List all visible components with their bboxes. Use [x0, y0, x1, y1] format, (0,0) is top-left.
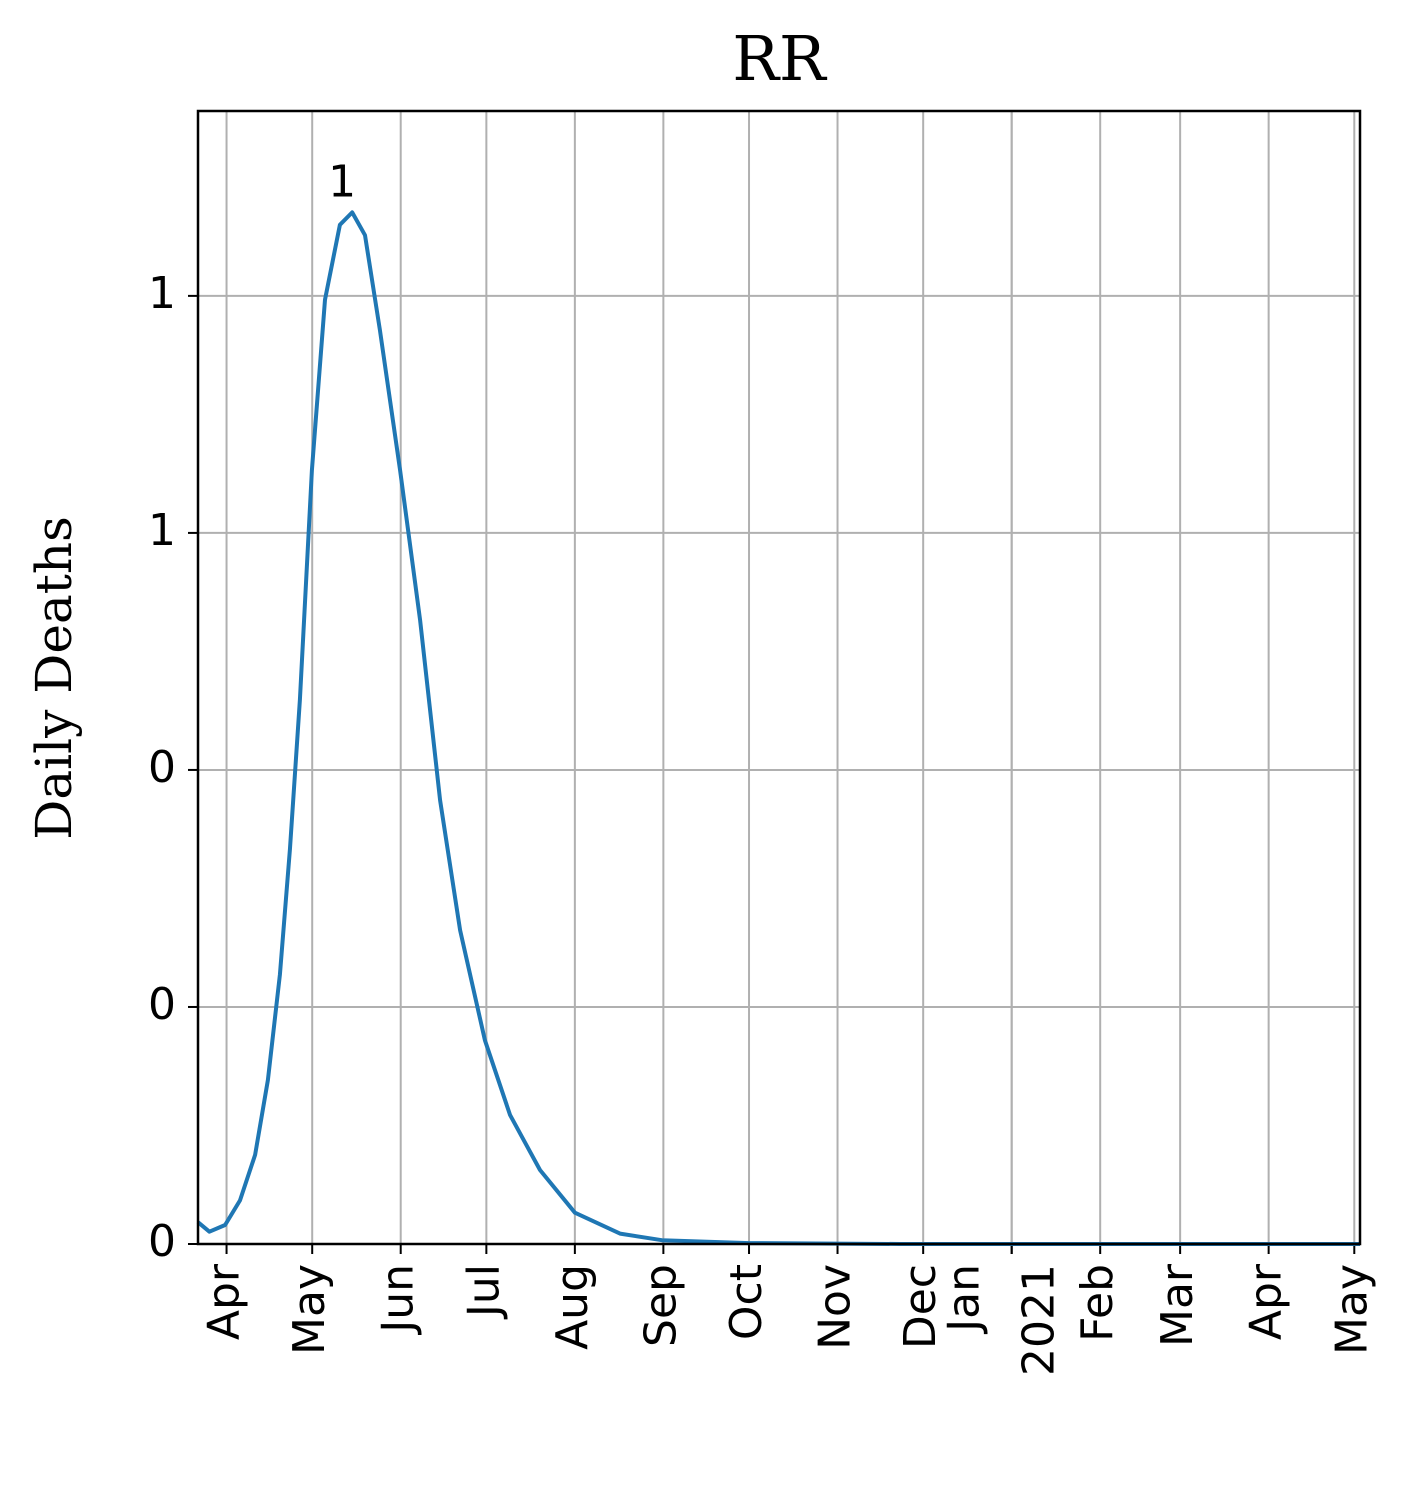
y-tick-label: 0: [148, 742, 176, 793]
x-tick-label: Dec: [895, 1264, 946, 1349]
x-tick-label: Feb: [1072, 1264, 1123, 1342]
x-tick-label: May: [284, 1264, 335, 1355]
x-tick-label: Aug: [547, 1264, 598, 1350]
x-tick-label: Apr: [199, 1263, 250, 1340]
x-tick-label: Jul: [458, 1264, 509, 1320]
y-tick-label: 1: [148, 268, 176, 319]
x-tick-label: Mar: [1152, 1263, 1203, 1347]
data-line: [196, 210, 1360, 1246]
x-tick-label: Sep: [635, 1264, 686, 1347]
peak-label: 1: [328, 156, 356, 207]
plot-frame: [196, 109, 1362, 1246]
x-tick-label: 2021: [1014, 1264, 1065, 1376]
x-tick-label: Oct: [721, 1264, 772, 1340]
x-tick-label: Jun: [373, 1264, 424, 1336]
x-tick-label: Jan: [939, 1264, 990, 1335]
y-tick-label: 0: [148, 979, 176, 1030]
y-tick-label: 0: [148, 1216, 176, 1267]
x-tick-label: Nov: [810, 1264, 861, 1350]
x-tick-label: May: [1326, 1264, 1377, 1355]
x-tick-label: Apr: [1241, 1263, 1292, 1340]
y-axis-label: Daily Deaths: [25, 516, 83, 839]
y-tick-label: 1: [148, 505, 176, 556]
chart-title: RR: [732, 22, 828, 95]
